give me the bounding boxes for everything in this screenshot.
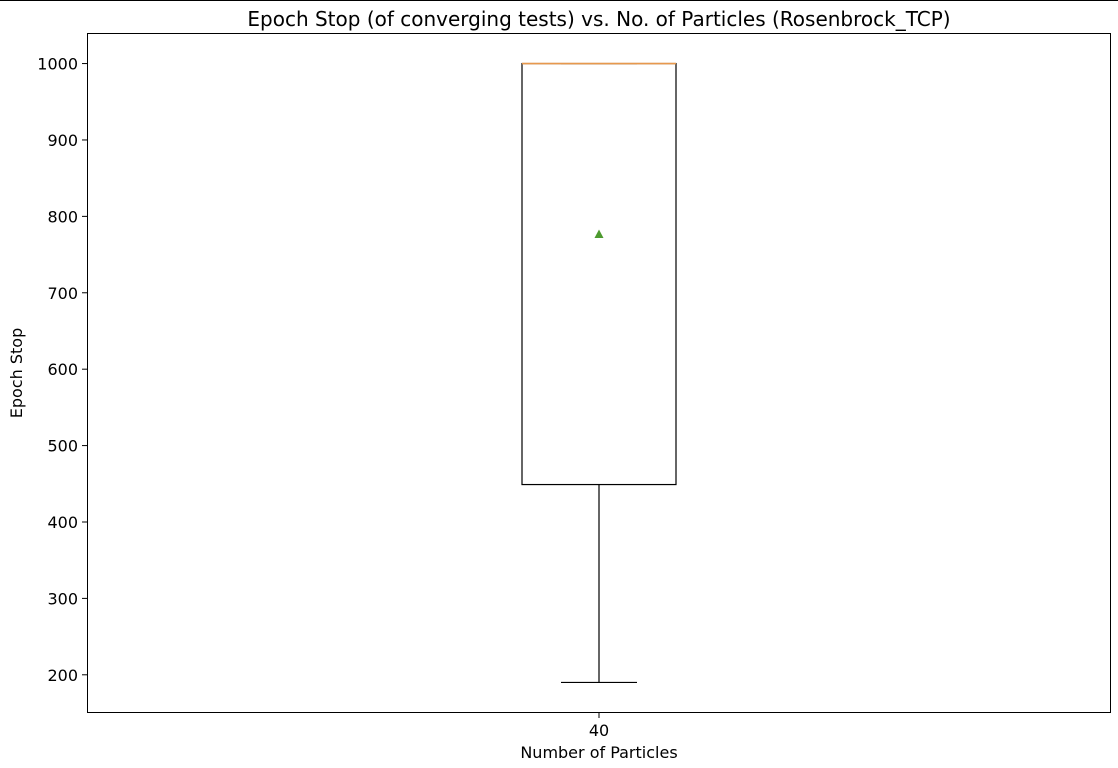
y-tick-label: 700 [47, 284, 78, 303]
y-tick-label: 200 [47, 666, 78, 685]
top-border-line [0, 0, 1118, 1]
chart-title: Epoch Stop (of converging tests) vs. No.… [247, 7, 950, 31]
x-tick-label: 40 [589, 721, 609, 740]
box-iqr [521, 62, 677, 486]
y-tick-label: 1000 [37, 55, 78, 74]
y-axis-ticks: 200 300 400 500 600 700 800 900 1000 [37, 55, 87, 685]
mean-marker [594, 229, 604, 238]
box-plot-marks [521, 62, 677, 684]
y-tick-label: 900 [47, 131, 78, 150]
x-axis-ticks: 40 [589, 713, 609, 740]
y-axis-label: Epoch Stop [7, 328, 26, 418]
y-tick-label: 600 [47, 360, 78, 379]
y-tick-label: 500 [47, 437, 78, 456]
y-tick-label: 400 [47, 513, 78, 532]
x-axis-label: Number of Particles [520, 743, 677, 762]
plot-area-frame [87, 33, 1111, 713]
y-tick-label: 800 [47, 207, 78, 226]
y-tick-label: 300 [47, 589, 78, 608]
